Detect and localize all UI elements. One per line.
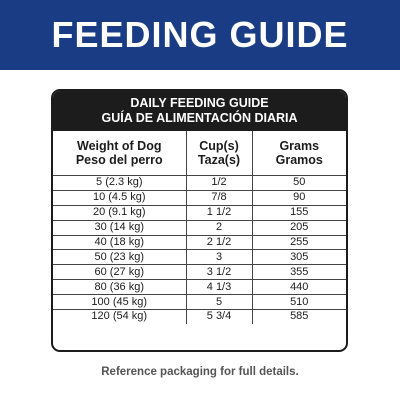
table-title: DAILY FEEDING GUIDE GUÍA DE ALIMENTACIÓN…: [53, 91, 346, 131]
grams-cell: 305: [251, 249, 346, 266]
weight-cell: 40 (18 kg): [53, 234, 187, 251]
cups-cell: 1 1/2: [185, 204, 253, 221]
weight-cell: 50 (23 kg): [53, 249, 187, 266]
table-row: 5 (2.3 kg) 1/2 50: [53, 175, 346, 191]
feeding-guide-banner: FEEDING GUIDE: [0, 0, 400, 70]
header-grams-en: Grams: [279, 139, 320, 153]
reference-note: Reference packaging for full details.: [101, 366, 299, 378]
table-row: 30 (14 kg) 2 205: [53, 219, 346, 236]
grams-cell: 585: [251, 309, 346, 324]
header-grams: Grams Gramos: [251, 131, 346, 176]
weight-cell: 80 (36 kg): [53, 279, 187, 296]
cups-cell: 5 3/4: [185, 309, 253, 324]
grams-cell: 155: [251, 204, 346, 221]
weight-cell: 60 (27 kg): [53, 264, 187, 281]
table-row: 40 (18 kg) 2 1/2 255: [53, 234, 346, 251]
weight-cell: 10 (4.5 kg): [53, 189, 187, 206]
cups-cell: 4 1/3: [185, 279, 253, 296]
table-row: 80 (36 kg) 4 1/3 440: [53, 279, 346, 296]
page-title: FEEDING GUIDE: [51, 14, 349, 55]
weight-cell: 20 (9.1 kg): [53, 204, 187, 221]
cups-cell: 1/2: [185, 175, 253, 191]
table-title-es: GUÍA DE ALIMENTACIÓN DIARIA: [101, 111, 298, 125]
header-cups: Cup(s) Taza(s): [185, 131, 253, 176]
cups-cell: 7/8: [185, 189, 253, 206]
grams-cell: 90: [251, 189, 346, 206]
weight-cell: 120 (54 kg): [53, 309, 187, 324]
header-weight-es: Peso del perro: [75, 153, 163, 167]
header-weight-en: Weight of Dog: [77, 139, 162, 153]
header-cups-es: Taza(s): [197, 153, 241, 167]
cups-cell: 5: [185, 294, 253, 311]
weight-cell: 5 (2.3 kg): [53, 175, 187, 191]
header-weight: Weight of Dog Peso del perro: [53, 131, 187, 176]
header-cups-en: Cup(s): [199, 139, 239, 153]
grams-cell: 255: [251, 234, 346, 251]
header-grams-es: Gramos: [275, 153, 323, 167]
table-row: 50 (23 kg) 3 305: [53, 249, 346, 266]
feeding-table: Weight of Dog Peso del perro Cup(s) Taza…: [53, 131, 346, 324]
grams-cell: 205: [251, 219, 346, 236]
grams-cell: 440: [251, 279, 346, 296]
table-header-row: Weight of Dog Peso del perro Cup(s) Taza…: [53, 131, 346, 176]
grams-cell: 510: [251, 294, 346, 311]
table-title-en: DAILY FEEDING GUIDE: [130, 96, 269, 110]
table-row: 20 (9.1 kg) 1 1/2 155: [53, 204, 346, 221]
feeding-table-card: DAILY FEEDING GUIDE GUÍA DE ALIMENTACIÓN…: [51, 89, 348, 352]
cups-cell: 2: [185, 219, 253, 236]
cups-cell: 2 1/2: [185, 234, 253, 251]
grams-cell: 50: [251, 175, 346, 191]
grams-cell: 355: [251, 264, 346, 281]
table-row: 100 (45 kg) 5 510: [53, 294, 346, 311]
weight-cell: 100 (45 kg): [53, 294, 187, 311]
table-row: 120 (54 kg) 5 3/4 585: [53, 309, 346, 324]
table-row: 10 (4.5 kg) 7/8 90: [53, 189, 346, 206]
weight-cell: 30 (14 kg): [53, 219, 187, 236]
cups-cell: 3 1/2: [185, 264, 253, 281]
cups-cell: 3: [185, 249, 253, 266]
table-row: 60 (27 kg) 3 1/2 355: [53, 264, 346, 281]
